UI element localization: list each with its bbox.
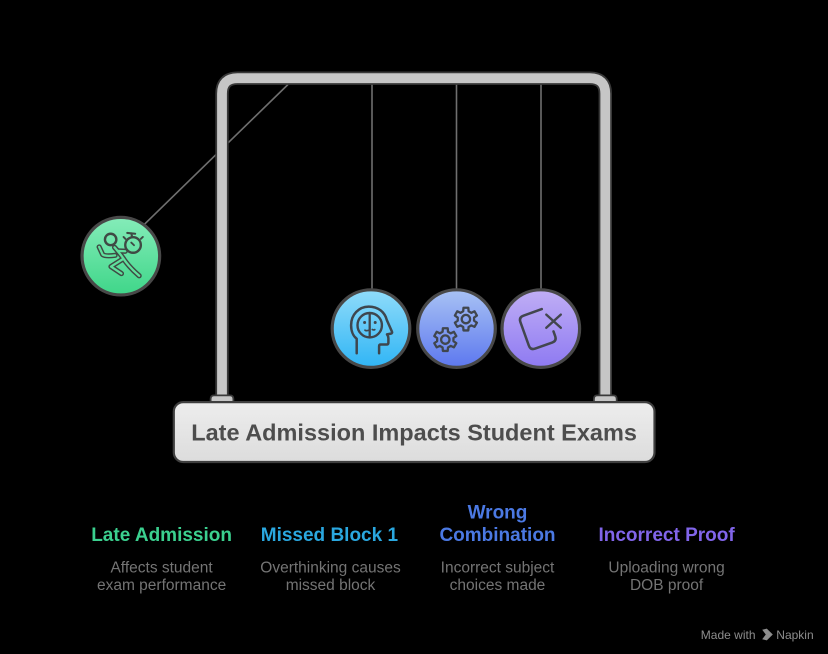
svg-text:Affects student: Affects student	[110, 560, 213, 577]
svg-text:Combination: Combination	[439, 525, 555, 546]
svg-text:DOB proof: DOB proof	[630, 577, 704, 594]
svg-text:Missed Block 1: Missed Block 1	[261, 525, 399, 546]
svg-text:Uploading wrong: Uploading wrong	[608, 560, 724, 577]
svg-text:Late Admission Impacts Student: Late Admission Impacts Student Exams	[191, 420, 637, 446]
svg-text:choices made: choices made	[450, 577, 546, 594]
svg-text:Wrong: Wrong	[468, 503, 528, 524]
svg-text:Late Admission: Late Admission	[91, 525, 232, 546]
svg-text:Overthinking causes: Overthinking causes	[260, 560, 401, 577]
svg-text:Made with: Made with	[701, 628, 756, 642]
svg-text:missed block: missed block	[286, 577, 376, 594]
svg-text:Incorrect subject: Incorrect subject	[441, 560, 555, 577]
svg-text:Napkin: Napkin	[776, 628, 813, 642]
svg-text:exam performance: exam performance	[97, 577, 226, 594]
svg-text:Incorrect Proof: Incorrect Proof	[598, 525, 735, 546]
